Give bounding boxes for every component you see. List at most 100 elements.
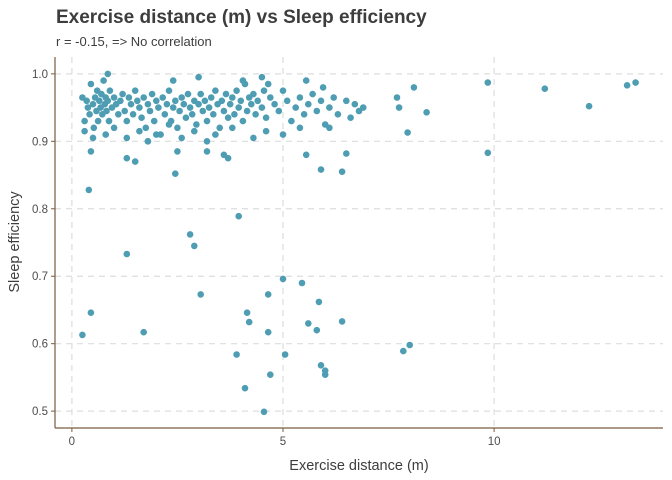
data-point: [243, 107, 251, 115]
data-point: [199, 107, 207, 115]
data-point: [105, 117, 113, 125]
data-point: [129, 111, 137, 118]
data-point: [150, 117, 158, 125]
data-point: [86, 111, 93, 118]
data-point: [193, 121, 200, 128]
data-point: [300, 111, 308, 118]
data-point: [176, 107, 183, 115]
data-point: [110, 94, 118, 101]
data-point: [161, 111, 169, 118]
data-point: [233, 87, 240, 94]
y-tick-label: 0.9: [32, 136, 48, 148]
data-point: [330, 94, 338, 101]
data-point: [258, 104, 266, 111]
x-tick-label: 5: [280, 436, 286, 448]
data-point: [283, 97, 291, 105]
data-point: [632, 79, 639, 86]
data-point: [279, 87, 287, 94]
data-point: [309, 90, 316, 98]
data-point: [191, 127, 198, 135]
data-point: [216, 124, 223, 132]
data-point: [136, 127, 143, 135]
data-point: [174, 148, 181, 155]
data-point: [100, 77, 107, 84]
data-point: [395, 104, 403, 111]
x-tick-label: 0: [69, 436, 75, 448]
data-point: [195, 100, 202, 108]
data-point: [165, 87, 173, 94]
data-point: [131, 87, 139, 94]
x-tick-label: 10: [488, 436, 501, 448]
data-point: [239, 117, 247, 125]
data-point: [541, 85, 549, 92]
data-point: [484, 149, 492, 157]
data-point: [326, 124, 333, 132]
data-point: [84, 104, 92, 111]
axes: [51, 57, 663, 432]
data-point: [153, 131, 160, 138]
data-point: [298, 279, 306, 287]
data-point: [110, 124, 118, 132]
data-point: [155, 104, 162, 111]
data-point: [134, 97, 141, 105]
data-point: [321, 371, 329, 379]
data-point: [182, 114, 190, 121]
y-tick-label: 0.5: [32, 406, 48, 418]
data-point: [245, 318, 253, 326]
data-point: [393, 94, 401, 101]
data-point: [144, 138, 152, 145]
data-point: [315, 298, 323, 306]
data-point: [224, 114, 232, 121]
data-point: [165, 121, 173, 128]
data-point: [229, 94, 236, 101]
data-point: [404, 129, 411, 136]
gridlines: [55, 57, 663, 428]
chart-subtitle: r = -0.15, => No correlation: [56, 34, 212, 49]
data-point: [138, 114, 145, 121]
data-point: [319, 84, 327, 91]
data-point: [186, 104, 194, 111]
data-point: [203, 148, 211, 155]
data-point: [140, 328, 147, 336]
data-point: [127, 100, 135, 108]
data-point: [260, 408, 268, 416]
data-point: [83, 97, 90, 105]
data-point: [172, 170, 179, 177]
data-point: [104, 70, 112, 78]
data-point: [267, 371, 274, 379]
data-point: [184, 90, 192, 98]
data-point: [115, 111, 122, 118]
data-point: [85, 186, 93, 194]
data-point: [305, 100, 312, 108]
data-point: [243, 309, 251, 317]
data-point: [271, 100, 278, 108]
data-point: [224, 154, 232, 162]
data-point: [623, 82, 631, 89]
data-point: [313, 326, 321, 334]
data-point: [222, 90, 230, 98]
data-point: [140, 94, 147, 101]
data-point: [197, 291, 204, 298]
y-tick-label: 0.7: [32, 271, 48, 283]
data-point: [87, 148, 95, 155]
data-point: [248, 100, 255, 108]
data-point: [406, 341, 414, 349]
data-point: [207, 94, 215, 101]
data-point: [275, 107, 283, 115]
data-point: [239, 77, 247, 84]
data-point: [250, 90, 257, 98]
data-point: [343, 97, 350, 105]
data-point: [334, 111, 342, 118]
data-point: [123, 250, 131, 258]
data-point: [279, 131, 287, 138]
data-point: [410, 84, 418, 91]
y-axis-title: Sleep efficiency: [7, 191, 23, 293]
data-point: [262, 127, 270, 135]
data-point: [201, 97, 209, 105]
data-point: [343, 150, 350, 157]
data-point: [292, 104, 300, 111]
data-point: [237, 97, 245, 105]
data-point: [104, 97, 112, 105]
data-point: [231, 111, 238, 118]
data-point: [148, 90, 156, 98]
